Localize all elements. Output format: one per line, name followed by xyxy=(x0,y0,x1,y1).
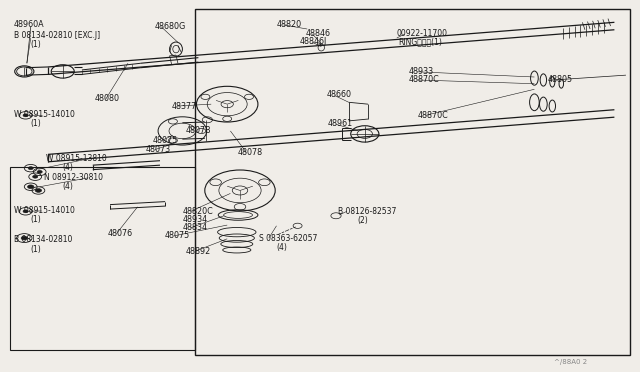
Text: 48076: 48076 xyxy=(108,229,132,238)
Circle shape xyxy=(23,210,28,213)
Text: W 08915-13810: W 08915-13810 xyxy=(46,154,107,163)
Text: 48377: 48377 xyxy=(172,102,196,110)
Text: 4807B: 4807B xyxy=(186,126,211,135)
Text: (1): (1) xyxy=(31,215,42,224)
Text: (4): (4) xyxy=(63,182,74,191)
Text: W 08915-14010: W 08915-14010 xyxy=(14,206,75,215)
Text: (4): (4) xyxy=(63,163,74,172)
Text: 48805: 48805 xyxy=(547,76,572,84)
Text: 48870C: 48870C xyxy=(408,75,439,84)
Text: (2): (2) xyxy=(357,216,368,225)
Circle shape xyxy=(28,167,33,170)
Text: 48820: 48820 xyxy=(276,20,301,29)
Text: (1): (1) xyxy=(31,245,42,254)
Text: 00922-11700: 00922-11700 xyxy=(397,29,448,38)
Text: 48960A: 48960A xyxy=(14,20,45,29)
Text: (1): (1) xyxy=(31,40,42,49)
Text: (1): (1) xyxy=(31,119,42,128)
Text: 48660: 48660 xyxy=(326,90,351,99)
Text: 48846J: 48846J xyxy=(300,37,327,46)
Text: 48846: 48846 xyxy=(305,29,330,38)
Text: S 08363-62057: S 08363-62057 xyxy=(259,234,317,243)
Text: W 08915-14010: W 08915-14010 xyxy=(14,110,75,119)
Text: 48961: 48961 xyxy=(328,119,353,128)
Text: 48075: 48075 xyxy=(152,136,177,145)
Text: RINGリング(1): RINGリング(1) xyxy=(398,37,442,46)
Text: (4): (4) xyxy=(276,243,287,251)
Circle shape xyxy=(21,236,28,240)
Text: 48933: 48933 xyxy=(408,67,433,76)
Text: 48834: 48834 xyxy=(182,223,207,232)
Text: 48075: 48075 xyxy=(165,231,190,240)
Text: 48870C: 48870C xyxy=(417,111,448,120)
Circle shape xyxy=(37,170,42,173)
Circle shape xyxy=(33,175,38,178)
Bar xyxy=(10,167,195,350)
Text: 48820C: 48820C xyxy=(182,207,213,216)
Text: 48934: 48934 xyxy=(182,215,207,224)
Circle shape xyxy=(23,114,28,117)
Text: 48078: 48078 xyxy=(238,148,263,157)
Bar xyxy=(195,9,630,355)
Text: 48073: 48073 xyxy=(146,145,171,154)
Text: 48892: 48892 xyxy=(186,247,211,256)
Text: B 08134-02810: B 08134-02810 xyxy=(14,235,72,244)
Text: 48080: 48080 xyxy=(95,94,120,103)
Text: ^/88A0 2: ^/88A0 2 xyxy=(554,359,587,365)
Text: 48680G: 48680G xyxy=(155,22,186,31)
Circle shape xyxy=(28,185,34,189)
Text: B 08134-02810 [EXC.J]: B 08134-02810 [EXC.J] xyxy=(14,31,100,40)
Text: N 08912-30810: N 08912-30810 xyxy=(44,173,102,182)
Circle shape xyxy=(35,189,42,192)
Text: B 08126-82537: B 08126-82537 xyxy=(338,207,396,216)
